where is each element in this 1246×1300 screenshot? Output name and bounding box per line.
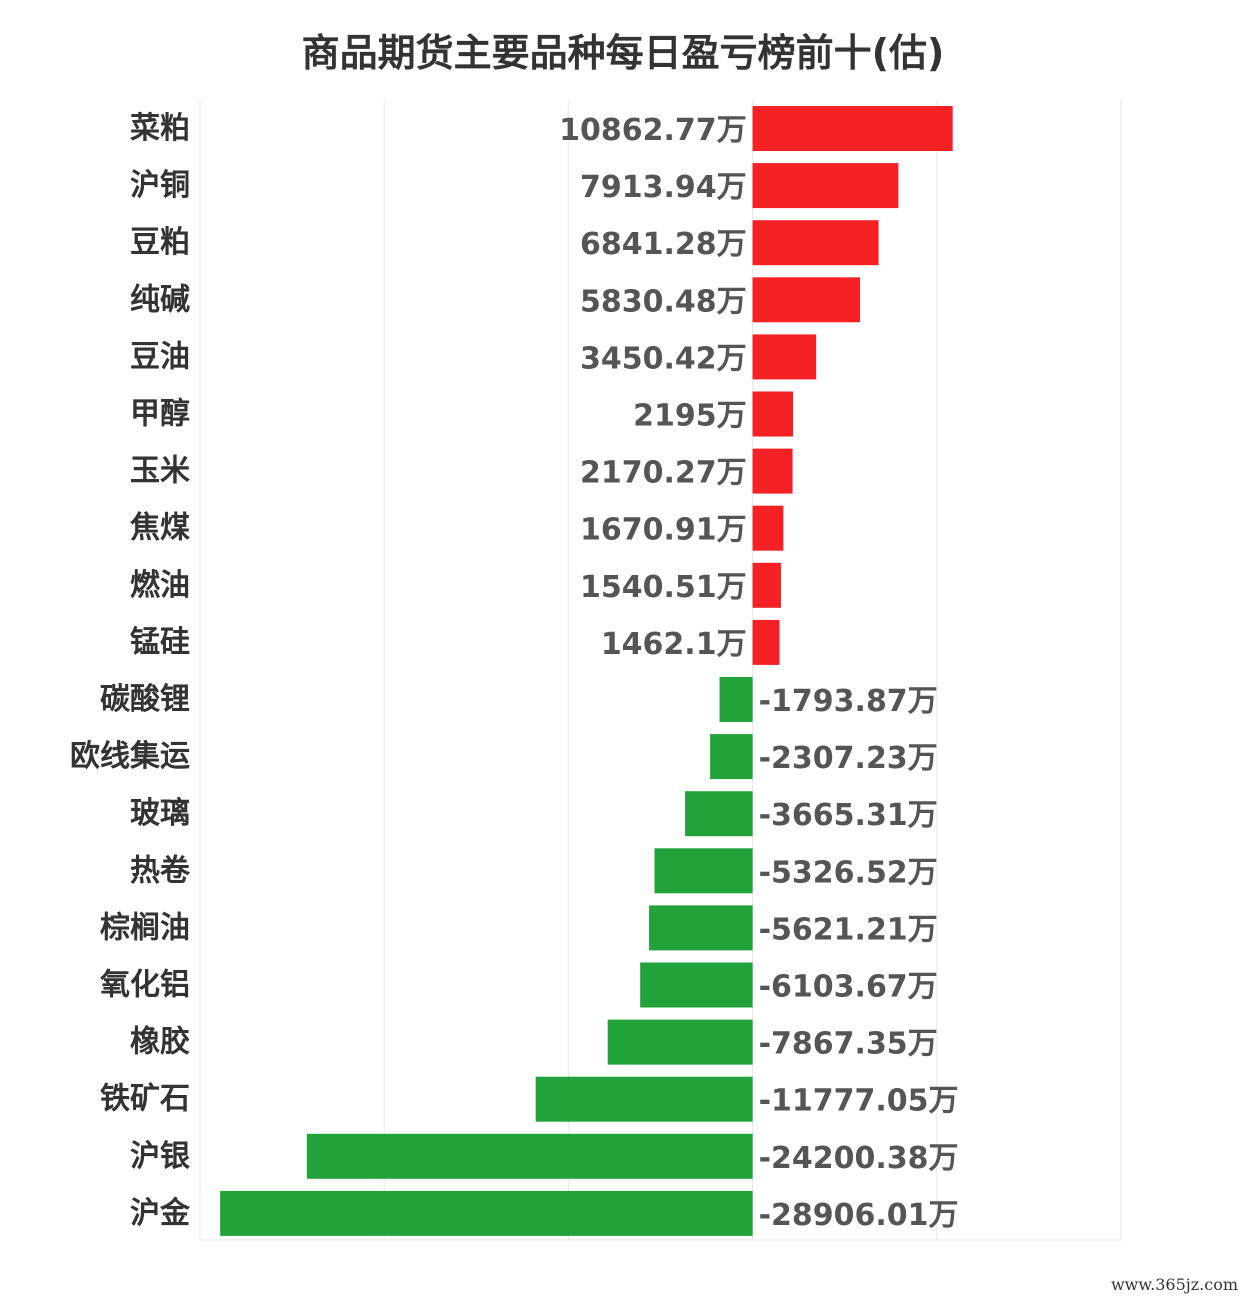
value-label: -5621.21万 <box>759 912 938 947</box>
category-label: 玉米 <box>130 454 190 489</box>
value-label: 1670.91万 <box>580 513 747 548</box>
bar <box>710 734 753 780</box>
bar <box>649 905 753 951</box>
bar <box>306 1133 753 1179</box>
category-label: 棕榈油 <box>100 910 190 945</box>
category-label: 燃油 <box>130 568 190 603</box>
category-label: 欧线集运 <box>70 739 190 774</box>
value-label: -28906.01万 <box>759 1198 959 1233</box>
category-label: 玻璃 <box>130 796 190 831</box>
bar <box>752 505 784 551</box>
watermark: www.365jz.com <box>1110 1275 1238 1294</box>
value-label: 2170.27万 <box>580 456 747 491</box>
value-label: 3450.42万 <box>580 341 747 376</box>
value-label: 10862.77万 <box>559 113 747 148</box>
value-label: -3665.31万 <box>759 798 938 833</box>
bar <box>752 106 953 151</box>
category-label: 锰硅 <box>130 625 190 660</box>
value-label: -5326.52万 <box>759 855 938 890</box>
category-label: 橡胶 <box>130 1025 190 1060</box>
chart-title: 商品期货主要品种每日盈亏榜前十(估) <box>301 31 945 75</box>
bar <box>752 391 794 437</box>
bar <box>607 1019 753 1065</box>
value-label: 1462.1万 <box>601 627 747 662</box>
category-label: 甲醇 <box>130 397 190 432</box>
category-label: 铁矿石 <box>100 1082 190 1117</box>
grid-layer <box>199 100 1122 1241</box>
category-label: 沪铜 <box>130 168 190 203</box>
bar <box>752 277 860 323</box>
value-label: 2195万 <box>633 399 747 434</box>
value-label: -6103.67万 <box>759 970 938 1005</box>
value-label: 6841.28万 <box>580 227 747 262</box>
bar <box>752 220 879 266</box>
bars-layer <box>220 106 953 1236</box>
value-label: -1793.87万 <box>759 684 938 719</box>
category-label: 热卷 <box>130 853 191 888</box>
bar <box>654 848 753 894</box>
value-label: 5830.48万 <box>580 284 747 319</box>
category-label: 菜粕 <box>130 111 190 146</box>
value-label: -24200.38万 <box>759 1141 959 1176</box>
bar <box>535 1076 753 1122</box>
category-label: 豆油 <box>130 339 190 374</box>
bar <box>640 962 753 1008</box>
category-label: 沪银 <box>130 1139 190 1174</box>
category-label: 纯碱 <box>130 282 190 317</box>
bar <box>685 791 753 837</box>
bar <box>752 163 899 209</box>
bar <box>752 334 817 380</box>
bar <box>719 677 753 722</box>
bar <box>220 1190 753 1236</box>
category-label: 豆粕 <box>130 225 190 260</box>
value-label: -11777.05万 <box>759 1084 959 1119</box>
bar <box>752 562 781 608</box>
value-label: 1540.51万 <box>580 570 747 605</box>
value-label: 7913.94万 <box>580 170 747 205</box>
category-label: 沪金 <box>130 1196 191 1231</box>
bar <box>752 619 780 665</box>
category-label: 焦煤 <box>130 511 190 546</box>
category-label: 碳酸锂 <box>100 682 190 717</box>
bar <box>752 448 793 494</box>
category-label: 氧化铝 <box>100 968 190 1003</box>
value-label: -2307.23万 <box>759 741 938 776</box>
value-label: -7867.35万 <box>759 1027 938 1062</box>
